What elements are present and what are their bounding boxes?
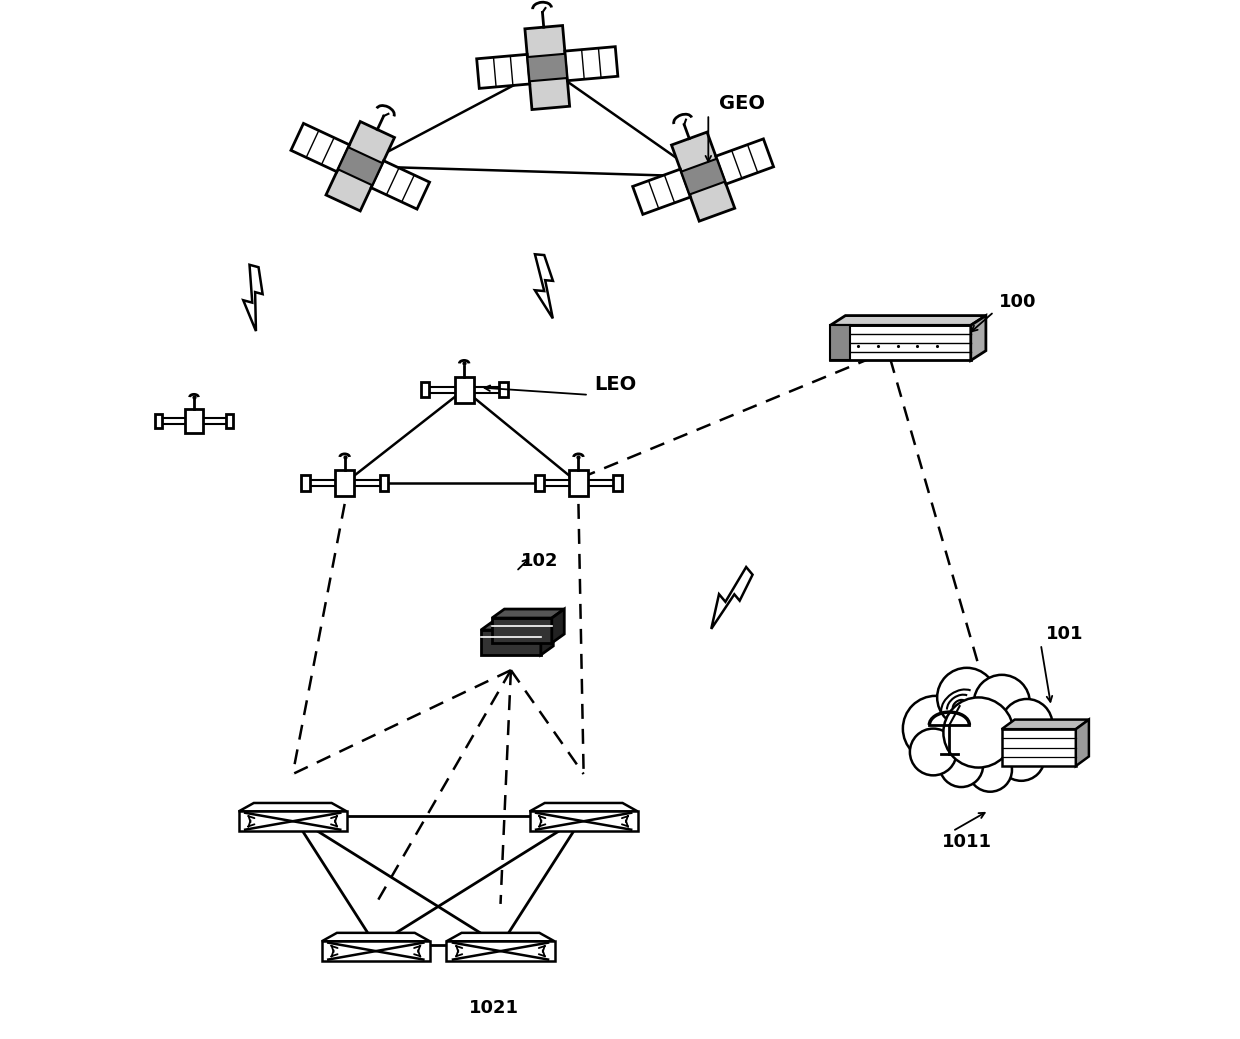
- Polygon shape: [552, 609, 564, 643]
- Polygon shape: [715, 139, 774, 184]
- Polygon shape: [614, 475, 622, 491]
- Polygon shape: [564, 47, 618, 81]
- Text: 100: 100: [999, 293, 1037, 311]
- Text: 1011: 1011: [942, 833, 992, 851]
- Polygon shape: [539, 480, 618, 486]
- Polygon shape: [534, 475, 543, 491]
- Polygon shape: [534, 255, 553, 318]
- Text: 102: 102: [521, 553, 559, 570]
- Polygon shape: [335, 470, 355, 497]
- Polygon shape: [569, 470, 588, 497]
- Text: LEO: LEO: [594, 375, 636, 394]
- Polygon shape: [420, 381, 429, 398]
- Polygon shape: [305, 480, 384, 486]
- Polygon shape: [446, 941, 554, 961]
- Polygon shape: [371, 161, 429, 209]
- Circle shape: [940, 744, 983, 788]
- Polygon shape: [425, 387, 503, 393]
- Polygon shape: [481, 621, 553, 630]
- Polygon shape: [155, 414, 162, 428]
- Polygon shape: [529, 803, 637, 811]
- Polygon shape: [481, 630, 541, 655]
- Polygon shape: [527, 54, 567, 81]
- Polygon shape: [1002, 720, 1089, 729]
- Circle shape: [998, 735, 1044, 781]
- Polygon shape: [831, 325, 849, 361]
- Polygon shape: [498, 381, 508, 398]
- Polygon shape: [529, 811, 637, 831]
- Circle shape: [937, 668, 997, 727]
- Circle shape: [968, 748, 1012, 792]
- Polygon shape: [1076, 720, 1089, 766]
- Polygon shape: [159, 418, 229, 424]
- Circle shape: [973, 675, 1030, 731]
- Polygon shape: [238, 811, 347, 831]
- Polygon shape: [291, 124, 350, 171]
- Polygon shape: [243, 265, 263, 331]
- Polygon shape: [632, 169, 691, 214]
- Polygon shape: [238, 803, 347, 811]
- Circle shape: [903, 696, 968, 762]
- Polygon shape: [185, 409, 202, 432]
- Circle shape: [910, 728, 956, 775]
- Polygon shape: [322, 933, 430, 941]
- Polygon shape: [492, 618, 552, 643]
- Polygon shape: [326, 122, 394, 211]
- Polygon shape: [322, 941, 430, 961]
- Polygon shape: [712, 567, 753, 629]
- Polygon shape: [339, 148, 382, 185]
- Text: GEO: GEO: [719, 95, 765, 113]
- Polygon shape: [525, 26, 569, 109]
- Circle shape: [944, 697, 1013, 768]
- Polygon shape: [476, 54, 529, 88]
- Polygon shape: [492, 609, 564, 618]
- Polygon shape: [672, 132, 735, 221]
- Text: 1021: 1021: [470, 1000, 520, 1017]
- Polygon shape: [831, 316, 986, 325]
- Polygon shape: [831, 325, 971, 361]
- Polygon shape: [446, 933, 554, 941]
- Polygon shape: [301, 475, 310, 491]
- Polygon shape: [681, 159, 725, 194]
- Text: 101: 101: [1047, 625, 1084, 643]
- Polygon shape: [455, 376, 474, 403]
- Polygon shape: [541, 621, 553, 655]
- Polygon shape: [1002, 729, 1076, 766]
- Polygon shape: [971, 316, 986, 361]
- Polygon shape: [379, 475, 388, 491]
- Polygon shape: [226, 414, 233, 428]
- Circle shape: [1001, 699, 1053, 750]
